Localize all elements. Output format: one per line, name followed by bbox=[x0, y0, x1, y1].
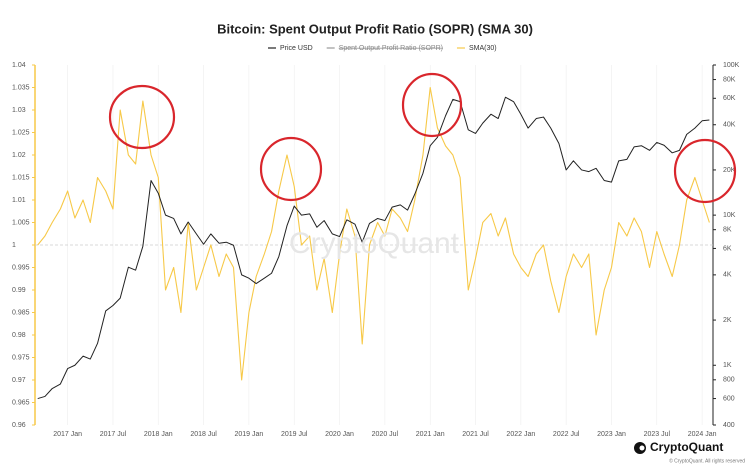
copyright: © CryptoQuant. All rights reserved bbox=[669, 457, 745, 464]
series-line bbox=[37, 96, 710, 400]
y2-tick-label: 100K bbox=[723, 62, 740, 69]
x-tick-label: 2017 Jan bbox=[53, 431, 82, 438]
x-tick-label: 2021 Jan bbox=[416, 431, 445, 438]
y-tick-label: 0.975 bbox=[12, 354, 30, 361]
y-tick-label: 1.025 bbox=[12, 129, 30, 136]
highlight-circle bbox=[259, 136, 323, 202]
chart-title: Bitcoin: Spent Output Profit Ratio (SOPR… bbox=[217, 21, 533, 36]
y2-tick-label: 6K bbox=[723, 245, 732, 252]
legend-label: Price USD bbox=[280, 45, 313, 52]
y-tick-label: 1.03 bbox=[12, 107, 26, 114]
y-tick-label: 0.965 bbox=[12, 399, 30, 406]
y2-tick-label: 4K bbox=[723, 272, 732, 279]
y-tick-label: 1.04 bbox=[12, 62, 26, 69]
legend-label: SMA(30) bbox=[469, 45, 497, 52]
highlights bbox=[108, 72, 737, 204]
x-tick-label: 2022 Jan bbox=[506, 431, 535, 438]
y2-tick-label: 400 bbox=[723, 422, 735, 429]
x-tick-label: 2019 Jul bbox=[281, 431, 308, 438]
y-tick-label: 1.035 bbox=[12, 84, 30, 91]
plot: 0.96 0.965 0.97 0.975 0.98 0.985 0.99 0.995 1 1.0… bbox=[12, 62, 740, 438]
y-tick-label: 0.96 bbox=[12, 422, 26, 429]
y2-tick-label: 60K bbox=[723, 95, 736, 102]
y-tick-label: 0.98 bbox=[12, 332, 26, 339]
x-tick-label: 2023 Jan bbox=[597, 431, 626, 438]
x-tick-label: 2023 Jul bbox=[644, 431, 671, 438]
y-tick-label: 1.015 bbox=[12, 174, 30, 181]
x-tick-label: 2018 Jul bbox=[190, 431, 217, 438]
y-tick-label: 1 bbox=[12, 242, 16, 249]
highlight-circle bbox=[401, 72, 463, 138]
x-tick-label: 2018 Jan bbox=[144, 431, 173, 438]
y2-tick-label: 1K bbox=[723, 362, 732, 369]
brand-logo: CryptoQuant © CryptoQuant. All rights re… bbox=[634, 440, 745, 464]
y2-tick-label: 800 bbox=[723, 377, 735, 384]
x-tick-label: 2024 Jan bbox=[688, 431, 717, 438]
highlight-circle bbox=[673, 138, 737, 204]
x-tick-label: 2017 Jul bbox=[100, 431, 127, 438]
y-tick-label: 1.01 bbox=[12, 197, 26, 204]
y2-tick-label: 40K bbox=[723, 122, 736, 129]
highlight-circle bbox=[108, 84, 176, 150]
y2-tick-label: 600 bbox=[723, 395, 735, 402]
series-line bbox=[37, 86, 710, 381]
y2-tick-label: 2K bbox=[723, 317, 732, 324]
y-tick-label: 0.99 bbox=[12, 287, 26, 294]
y-tick-label: 0.995 bbox=[12, 264, 30, 271]
y2-tick-label: 80K bbox=[723, 76, 736, 83]
x-tick-label: 2021 Jul bbox=[462, 431, 489, 438]
legend-label: Spent Output Profit Ratio (SOPR) bbox=[339, 45, 443, 52]
y-tick-label: 0.985 bbox=[12, 309, 30, 316]
x-tick-label: 2020 Jan bbox=[325, 431, 354, 438]
y2-tick-label: 8K bbox=[723, 227, 732, 234]
brand: CryptoQuant bbox=[650, 440, 723, 454]
y-tick-label: 1.005 bbox=[12, 219, 30, 226]
y2-tick-label: 20K bbox=[723, 167, 736, 174]
x-tick-label: 2022 Jul bbox=[553, 431, 580, 438]
x-tick-label: 2019 Jan bbox=[235, 431, 264, 438]
y-tick-label: 0.97 bbox=[12, 377, 26, 384]
x-tick-label: 2020 Jul bbox=[372, 431, 399, 438]
y2-tick-label: 10K bbox=[723, 212, 736, 219]
watermark: CryptoQuant bbox=[289, 227, 460, 260]
logo-icon bbox=[639, 445, 645, 451]
y-tick-label: 1.02 bbox=[12, 152, 26, 159]
